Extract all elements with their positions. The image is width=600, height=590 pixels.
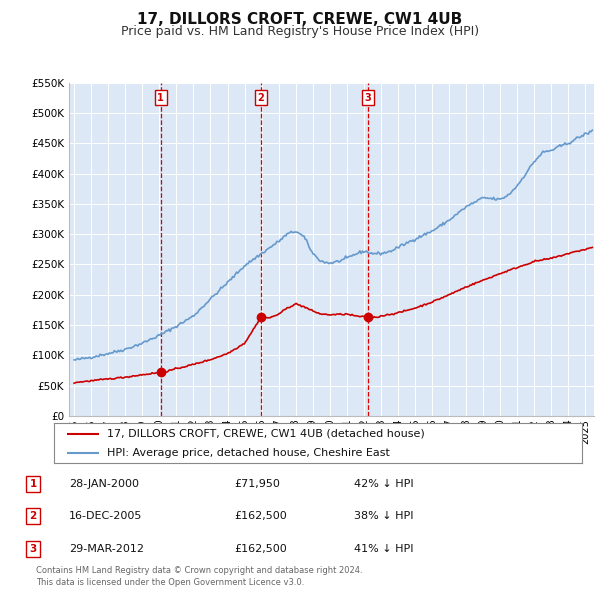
Text: 2: 2 [257,93,265,103]
Text: £162,500: £162,500 [234,544,287,553]
Text: £162,500: £162,500 [234,512,287,521]
Text: £71,950: £71,950 [234,479,280,489]
Text: 17, DILLORS CROFT, CREWE, CW1 4UB: 17, DILLORS CROFT, CREWE, CW1 4UB [137,12,463,27]
Text: Contains HM Land Registry data © Crown copyright and database right 2024.
This d: Contains HM Land Registry data © Crown c… [36,566,362,587]
Text: 16-DEC-2005: 16-DEC-2005 [69,512,142,521]
Text: HPI: Average price, detached house, Cheshire East: HPI: Average price, detached house, Ches… [107,448,389,458]
Text: 1: 1 [29,479,37,489]
Text: 28-JAN-2000: 28-JAN-2000 [69,479,139,489]
Text: 41% ↓ HPI: 41% ↓ HPI [354,544,413,553]
Text: 42% ↓ HPI: 42% ↓ HPI [354,479,413,489]
Text: 29-MAR-2012: 29-MAR-2012 [69,544,144,553]
Text: 2: 2 [29,512,37,521]
Text: Price paid vs. HM Land Registry's House Price Index (HPI): Price paid vs. HM Land Registry's House … [121,25,479,38]
Text: 3: 3 [365,93,371,103]
Text: 38% ↓ HPI: 38% ↓ HPI [354,512,413,521]
Text: 17, DILLORS CROFT, CREWE, CW1 4UB (detached house): 17, DILLORS CROFT, CREWE, CW1 4UB (detac… [107,429,425,439]
Text: 3: 3 [29,544,37,553]
Text: 1: 1 [157,93,164,103]
